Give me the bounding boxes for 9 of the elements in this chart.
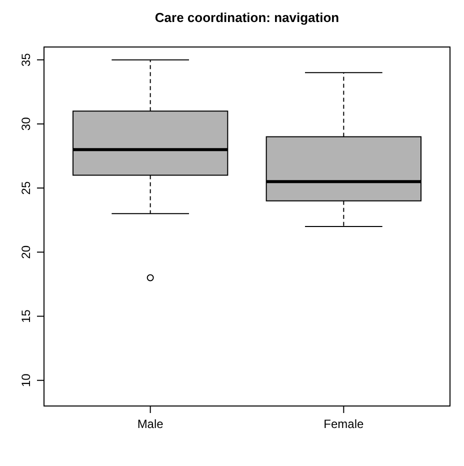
y-tick-label: 35	[19, 52, 33, 66]
x-tick-label: Female	[324, 417, 364, 431]
y-tick-label: 15	[19, 309, 33, 323]
y-tick-label: 25	[19, 181, 33, 195]
y-tick-label: 10	[19, 373, 33, 388]
y-tick-label: 30	[19, 116, 33, 131]
y-tick-label: 20	[19, 245, 33, 259]
chart-title: Care coordination: navigation	[154, 10, 340, 25]
x-tick-label: Male	[137, 417, 164, 431]
